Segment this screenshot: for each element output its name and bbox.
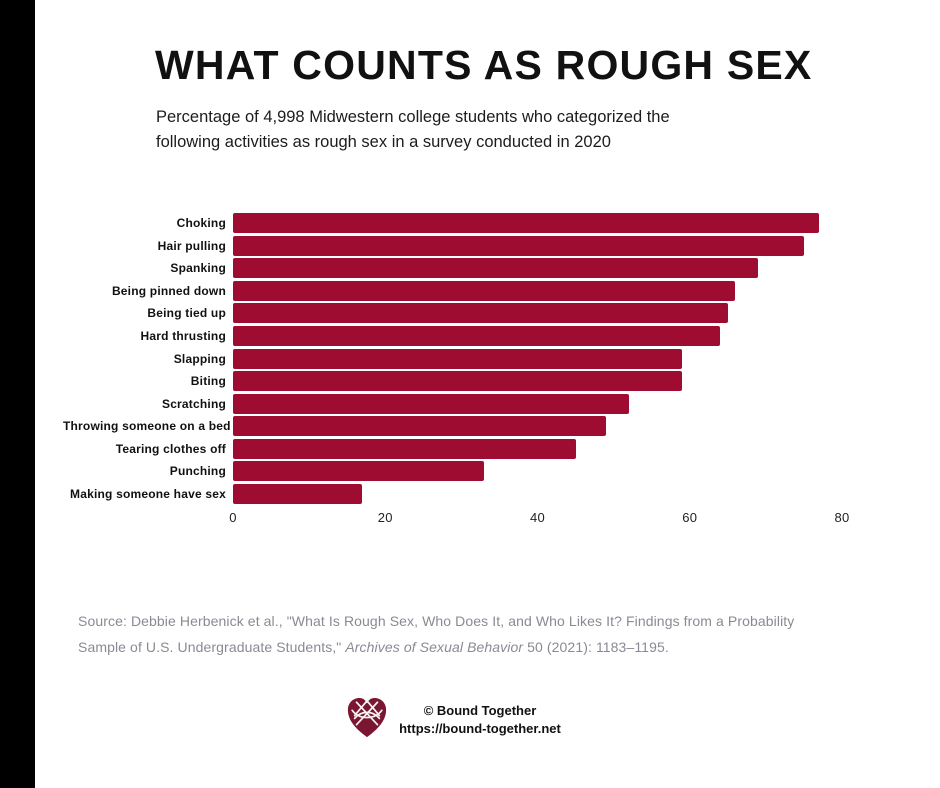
journal-title: Archives of Sexual Behavior — [345, 638, 524, 655]
x-axis: 0 20 40 60 80 — [229, 508, 849, 530]
bar-track — [233, 348, 842, 369]
bar-making-someone-have-sex — [233, 483, 363, 504]
chart-row: Tearing clothes off — [63, 437, 853, 460]
chart-row: Being pinned down — [63, 280, 853, 303]
footer-credit: © Bound Together https://bound-together.… — [380, 702, 580, 738]
bar-track — [233, 213, 842, 234]
category-label: Biting — [190, 374, 226, 389]
x-axis-tick: 40 — [529, 510, 546, 526]
website-url: https://bound-together.net — [399, 721, 561, 736]
bar-track — [233, 371, 842, 392]
bar-scratching — [233, 393, 629, 414]
bar-slapping — [233, 348, 683, 369]
category-label: Being tied up — [147, 306, 226, 321]
bar-track — [233, 303, 842, 324]
bar-spanking — [233, 258, 759, 279]
x-axis-tick: 80 — [834, 510, 850, 526]
category-label: Tearing clothes off — [115, 441, 226, 456]
chart-row: Choking — [63, 212, 853, 235]
category-label: Slapping — [173, 351, 226, 366]
chart-row: Scratching — [63, 392, 853, 415]
x-axis-tick: 20 — [377, 510, 393, 526]
chart-row: Punching — [63, 460, 853, 483]
bar-track — [233, 235, 842, 256]
category-label: Scratching — [161, 396, 226, 411]
category-label: Spanking — [170, 261, 226, 276]
category-label: Being pinned down — [111, 283, 226, 298]
bar-track — [233, 438, 842, 459]
category-label: Making someone have sex — [70, 486, 226, 501]
bar-track — [233, 326, 842, 346]
bar-track — [233, 461, 842, 482]
chart-row: Spanking — [63, 257, 853, 280]
bar-biting — [233, 371, 683, 392]
bar-track — [233, 483, 842, 504]
bar-tearing-clothes-off — [233, 438, 576, 459]
chart-row: Making someone have sex — [63, 483, 853, 506]
chart-row: Slapping — [63, 347, 853, 370]
source-citation: Source: Debbie Herbenick et al., "What I… — [78, 609, 878, 660]
bar-chart: Choking Hair pulling Spanking Being pinn… — [63, 212, 853, 530]
bar-track — [233, 258, 842, 279]
x-axis-tick: 0 — [229, 510, 237, 526]
bar-hard-thrusting — [233, 326, 721, 346]
category-label: Hard thrusting — [140, 329, 226, 343]
bar-track — [233, 416, 842, 437]
bar-being-tied-up — [233, 303, 728, 324]
copyright-text: © Bound Together — [423, 703, 537, 718]
category-label: Choking — [176, 216, 226, 231]
subtitle-line-1: Percentage of 4,998 Midwestern college s… — [156, 108, 670, 126]
bar-track — [233, 393, 842, 414]
chart-subtitle: Percentage of 4,998 Midwestern college s… — [156, 105, 670, 155]
page-title: WHAT COUNTS AS ROUGH SEX — [155, 42, 813, 88]
bar-hair-pulling — [233, 235, 804, 256]
chart-row: Throwing someone on a bed — [63, 415, 853, 438]
bar-being-pinned-down — [233, 280, 736, 301]
left-edge-accent-bar — [0, 0, 35, 788]
chart-row: Being tied up — [63, 302, 853, 325]
source-line-1: Source: Debbie Herbenick et al., "What I… — [78, 613, 795, 629]
category-label: Throwing someone on a bed — [63, 419, 231, 434]
chart-row: Hard thrusting — [63, 325, 853, 348]
bar-throwing-someone-on-a-bed — [233, 416, 606, 437]
celtic-knot-heart-icon — [346, 695, 388, 741]
chart-row: Biting — [63, 370, 853, 393]
x-axis-tick: 60 — [682, 510, 698, 526]
category-label: Punching — [169, 464, 226, 479]
category-label: Hair pulling — [157, 238, 226, 253]
chart-row: Hair pulling — [63, 235, 853, 258]
source-line-2-pre: Sample of U.S. Undergraduate Students," — [78, 638, 346, 655]
bar-punching — [233, 461, 485, 482]
bar-track — [233, 280, 842, 301]
bar-choking — [233, 213, 820, 234]
subtitle-line-2: following activities as rough sex in a s… — [156, 133, 611, 151]
source-line-2-post: 50 (2021): 1183–1195. — [523, 638, 669, 655]
